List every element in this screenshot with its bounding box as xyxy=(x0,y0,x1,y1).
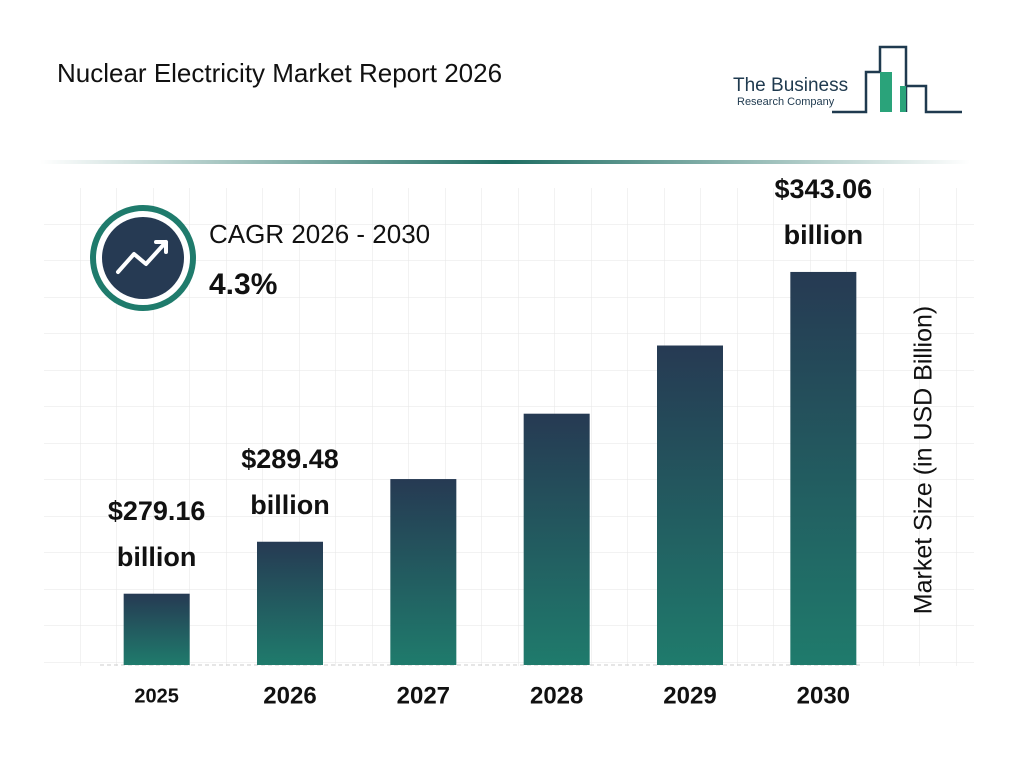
bar xyxy=(123,593,190,665)
x-tick-label: 2026 xyxy=(263,682,316,709)
header-rule xyxy=(40,160,970,164)
bar xyxy=(390,479,457,665)
x-tick-label: 2028 xyxy=(530,682,583,709)
cagr-badge xyxy=(90,205,196,311)
y-axis-label: Market Size (in USD Billion) xyxy=(910,306,938,614)
logo-line1: The Business xyxy=(733,75,848,96)
value-label: $289.48 billion xyxy=(241,443,339,520)
bar xyxy=(790,271,857,665)
logo: The Business Research Company xyxy=(733,45,962,114)
value-label: $279.16 billion xyxy=(107,495,206,572)
cagr-label: CAGR 2026 - 2030 xyxy=(209,219,430,249)
chart-title: Nuclear Electricity Market Report 2026 xyxy=(57,58,502,88)
bar xyxy=(257,541,323,665)
x-tick-label: 2027 xyxy=(397,682,450,709)
logo-line2: Research Company xyxy=(737,96,835,108)
x-tick-label: 2025 xyxy=(134,685,179,707)
x-tick-label: 2029 xyxy=(663,682,716,709)
value-label: $343.06 billion xyxy=(774,173,873,250)
cagr-value: 4.3% xyxy=(209,268,277,301)
bar xyxy=(523,413,590,665)
x-tick-label: 2030 xyxy=(797,682,850,709)
bar xyxy=(657,345,723,665)
